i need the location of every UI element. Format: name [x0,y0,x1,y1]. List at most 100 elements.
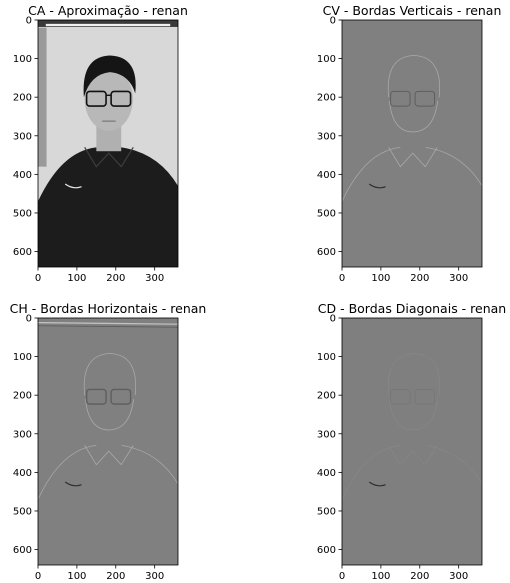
y-tick-label: 200 [13,93,32,104]
edge-contour [425,445,483,485]
y-tick-label: 0 [330,16,336,27]
edge-map-background [38,318,178,565]
edge-contour [83,353,137,396]
y-tick-label: 300 [13,429,32,440]
x-tick-label: 200 [106,571,125,582]
x-tick-label: 0 [339,571,345,582]
image-content [37,318,179,565]
edge-contour [341,146,401,202]
portrait-frame [38,20,178,27]
y-tick-label: 300 [317,131,336,142]
x-tick-label: 100 [67,571,86,582]
y-tick-label: 500 [317,506,336,517]
edge-contour [425,146,483,187]
edge-contour [84,445,134,466]
edge-map-background [342,20,482,267]
portrait-shadow [38,27,47,167]
y-tick-label: 600 [13,247,32,258]
x-tick-label: 0 [339,273,345,284]
y-tick-label: 400 [317,468,336,479]
x-tick-label: 100 [371,273,390,284]
edge-contour [389,100,439,133]
axes-frame [37,317,179,566]
edge-logo [368,183,386,189]
edge-contour [37,444,97,500]
y-tick-label: 0 [330,314,336,325]
y-tick-label: 400 [317,170,336,181]
y-tick-label: 500 [13,208,32,219]
portrait-shirt-logo [64,183,82,189]
edge-glasses-right [414,389,435,405]
y-tick-label: 200 [13,391,32,402]
axes-frame [341,19,483,268]
x-tick-label: 300 [449,571,468,582]
portrait-frame-edge [45,23,171,27]
y-tick-label: 500 [13,506,32,517]
y-tick-label: 100 [317,54,336,65]
x-tick-label: 300 [449,273,468,284]
portrait-shirt [38,147,178,267]
x-tick-label: 200 [410,571,429,582]
portrait-glasses-right [110,90,132,107]
portrait-face [84,67,133,131]
edge-map-background [342,318,482,565]
y-tick-label: 0 [26,16,32,27]
y-tick-label: 300 [13,131,32,142]
axes-frame [37,19,179,268]
edge-logo [368,481,386,487]
y-tick-label: 100 [317,352,336,363]
edge-glasses-left [390,389,411,405]
portrait-collar [84,147,134,168]
edge-glasses-right [110,388,132,405]
image-content [38,20,178,267]
subplot-title: CV - Bordas Verticais - renan [323,3,502,18]
y-tick-label: 500 [317,208,336,219]
axes-frame [341,317,483,566]
edge-glasses-left [85,388,107,405]
y-tick-label: 200 [317,93,336,104]
y-tick-label: 600 [13,545,32,556]
y-tick-label: 100 [13,352,32,363]
edge-contour [388,147,438,168]
y-tick-label: 200 [317,391,336,402]
x-tick-label: 300 [145,273,164,284]
portrait-glasses-left [85,90,107,107]
y-tick-label: 100 [13,54,32,65]
edge-glasses-left [390,90,411,107]
edge-logo [64,481,82,487]
x-tick-label: 0 [35,273,41,284]
edge-contour [388,445,438,466]
edge-contour [389,399,438,431]
edge-frame [37,322,179,325]
edge-glasses-right [414,90,436,107]
image-content [341,20,483,267]
edge-frame-dark [37,325,179,328]
x-tick-label: 200 [410,273,429,284]
y-tick-label: 600 [317,247,336,258]
edge-contour [121,444,179,485]
y-tick-label: 400 [13,170,32,181]
x-tick-label: 200 [106,273,125,284]
edge-contour [341,445,401,500]
y-tick-label: 300 [317,429,336,440]
edge-contour [85,398,135,431]
image-content [341,318,483,565]
x-tick-label: 100 [371,571,390,582]
edge-contour [387,55,441,98]
portrait-hair [83,55,136,98]
subplot-title: CH - Bordas Horizontais - renan [10,301,207,316]
x-tick-label: 300 [145,571,164,582]
y-tick-label: 400 [13,468,32,479]
y-tick-label: 0 [26,314,32,325]
edge-contour [387,353,440,396]
subplot-title: CD - Bordas Diagonais - renan [318,301,506,316]
x-tick-label: 0 [35,571,41,582]
x-tick-label: 100 [67,273,86,284]
y-tick-label: 600 [317,545,336,556]
subplot-title: CA - Aproximação - renan [28,3,188,18]
